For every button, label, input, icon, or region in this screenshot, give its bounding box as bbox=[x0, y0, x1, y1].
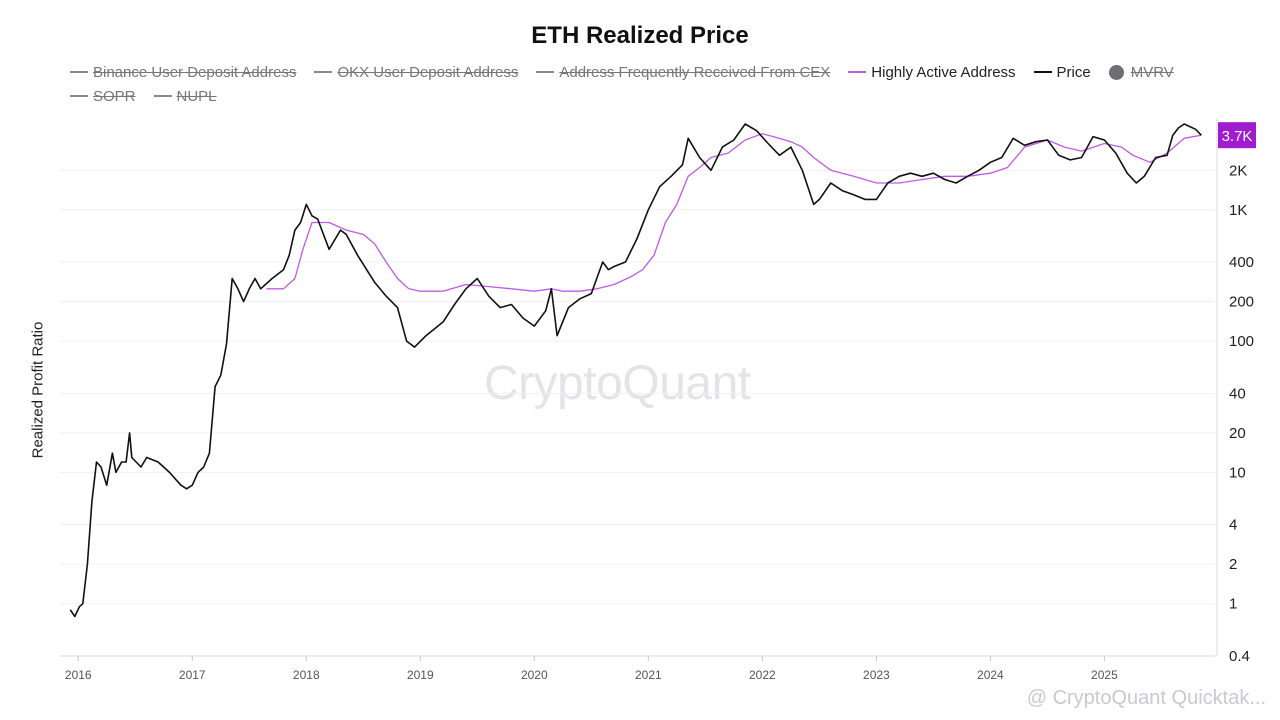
legend-line-icon bbox=[314, 71, 333, 73]
legend-line-icon bbox=[70, 71, 88, 73]
legend-label: Address Frequently Received From CEX bbox=[559, 63, 831, 81]
legend-item-highly-active-address[interactable]: Highly Active Address bbox=[848, 62, 1016, 82]
series-line-highly-active-address[interactable] bbox=[266, 133, 1202, 292]
y-tick-label: 2K bbox=[1229, 162, 1247, 179]
x-tick-label: 2022 bbox=[749, 668, 776, 682]
x-tick-label: 2019 bbox=[407, 668, 434, 682]
value-labels: 3.7K bbox=[1218, 122, 1256, 149]
x-tick-label: 2018 bbox=[293, 668, 320, 682]
legend-item-sopr[interactable]: SOPR bbox=[70, 86, 136, 106]
credit-text: @ CryptoQuant Quicktak... bbox=[1026, 687, 1266, 709]
y-tick-label: 1K bbox=[1229, 202, 1247, 219]
legend-label: Binance User Deposit Address bbox=[93, 63, 297, 81]
watermark: CryptoQuant bbox=[484, 357, 751, 410]
y-tick-label: 2 bbox=[1229, 556, 1237, 573]
legend-item-nupl[interactable]: NUPL bbox=[153, 86, 217, 106]
legend-label: SOPR bbox=[93, 87, 136, 105]
x-tick-label: 2017 bbox=[179, 668, 206, 682]
legend-label: NUPL bbox=[176, 87, 217, 105]
x-tick-label: 2021 bbox=[635, 668, 662, 682]
y-tick-label: 400 bbox=[1229, 254, 1254, 271]
legend-line-icon bbox=[1033, 71, 1052, 73]
legend: Binance User Deposit Address OKX User Dep… bbox=[70, 62, 1230, 106]
x-tick-label: 2024 bbox=[977, 668, 1004, 682]
x-tick-label: 2025 bbox=[1091, 668, 1118, 682]
legend-label: OKX User Deposit Address bbox=[337, 63, 519, 81]
y-tick-label: 0.4 bbox=[1229, 648, 1250, 665]
legend-dot-icon bbox=[1108, 64, 1124, 80]
legend-item-okx-user-deposit-address[interactable]: OKX User Deposit Address bbox=[314, 62, 518, 82]
legend-label: MVRV bbox=[1130, 63, 1174, 81]
y-tick-label: 20 bbox=[1229, 425, 1246, 442]
legend-line-icon bbox=[70, 95, 88, 97]
legend-label: Highly Active Address bbox=[871, 63, 1016, 81]
legend-item-mvrv[interactable]: MVRV bbox=[1108, 62, 1174, 82]
gridlines bbox=[60, 169, 1215, 605]
axes: 0.4 1 2 4 10 20 40 100 200 400 1K 2K 2016 2017 2018 201… bbox=[60, 118, 1254, 682]
legend-line-icon bbox=[536, 71, 555, 73]
x-tick-label: 2016 bbox=[65, 668, 92, 682]
chart-title: ETH Realized Price bbox=[531, 22, 749, 49]
x-tick-label: 2023 bbox=[863, 668, 890, 682]
series-layer bbox=[69, 123, 1202, 618]
legend-line-icon bbox=[153, 95, 172, 97]
y-tick-label: 40 bbox=[1229, 385, 1246, 402]
y-tick-label: 100 bbox=[1229, 333, 1254, 350]
legend-item-address-frequently-received-from-cex[interactable]: Address Frequently Received From CEX bbox=[536, 62, 830, 82]
legend-label: Price bbox=[1056, 63, 1091, 81]
legend-item-price[interactable]: Price bbox=[1033, 62, 1091, 82]
x-tick-label: 2020 bbox=[521, 668, 548, 682]
last-value-badge bbox=[1218, 122, 1256, 149]
y-tick-label: 200 bbox=[1229, 294, 1254, 311]
legend-line-icon bbox=[848, 71, 867, 73]
legend-item-binance-user-deposit-address[interactable]: Binance User Deposit Address bbox=[70, 62, 296, 82]
y-tick-label: 1 bbox=[1229, 596, 1237, 613]
y-tick-label: 10 bbox=[1229, 464, 1246, 481]
y-tick-label: 4 bbox=[1229, 517, 1237, 534]
series-line-price[interactable] bbox=[69, 123, 1202, 618]
last-value-label: 3.7K bbox=[1222, 128, 1253, 145]
